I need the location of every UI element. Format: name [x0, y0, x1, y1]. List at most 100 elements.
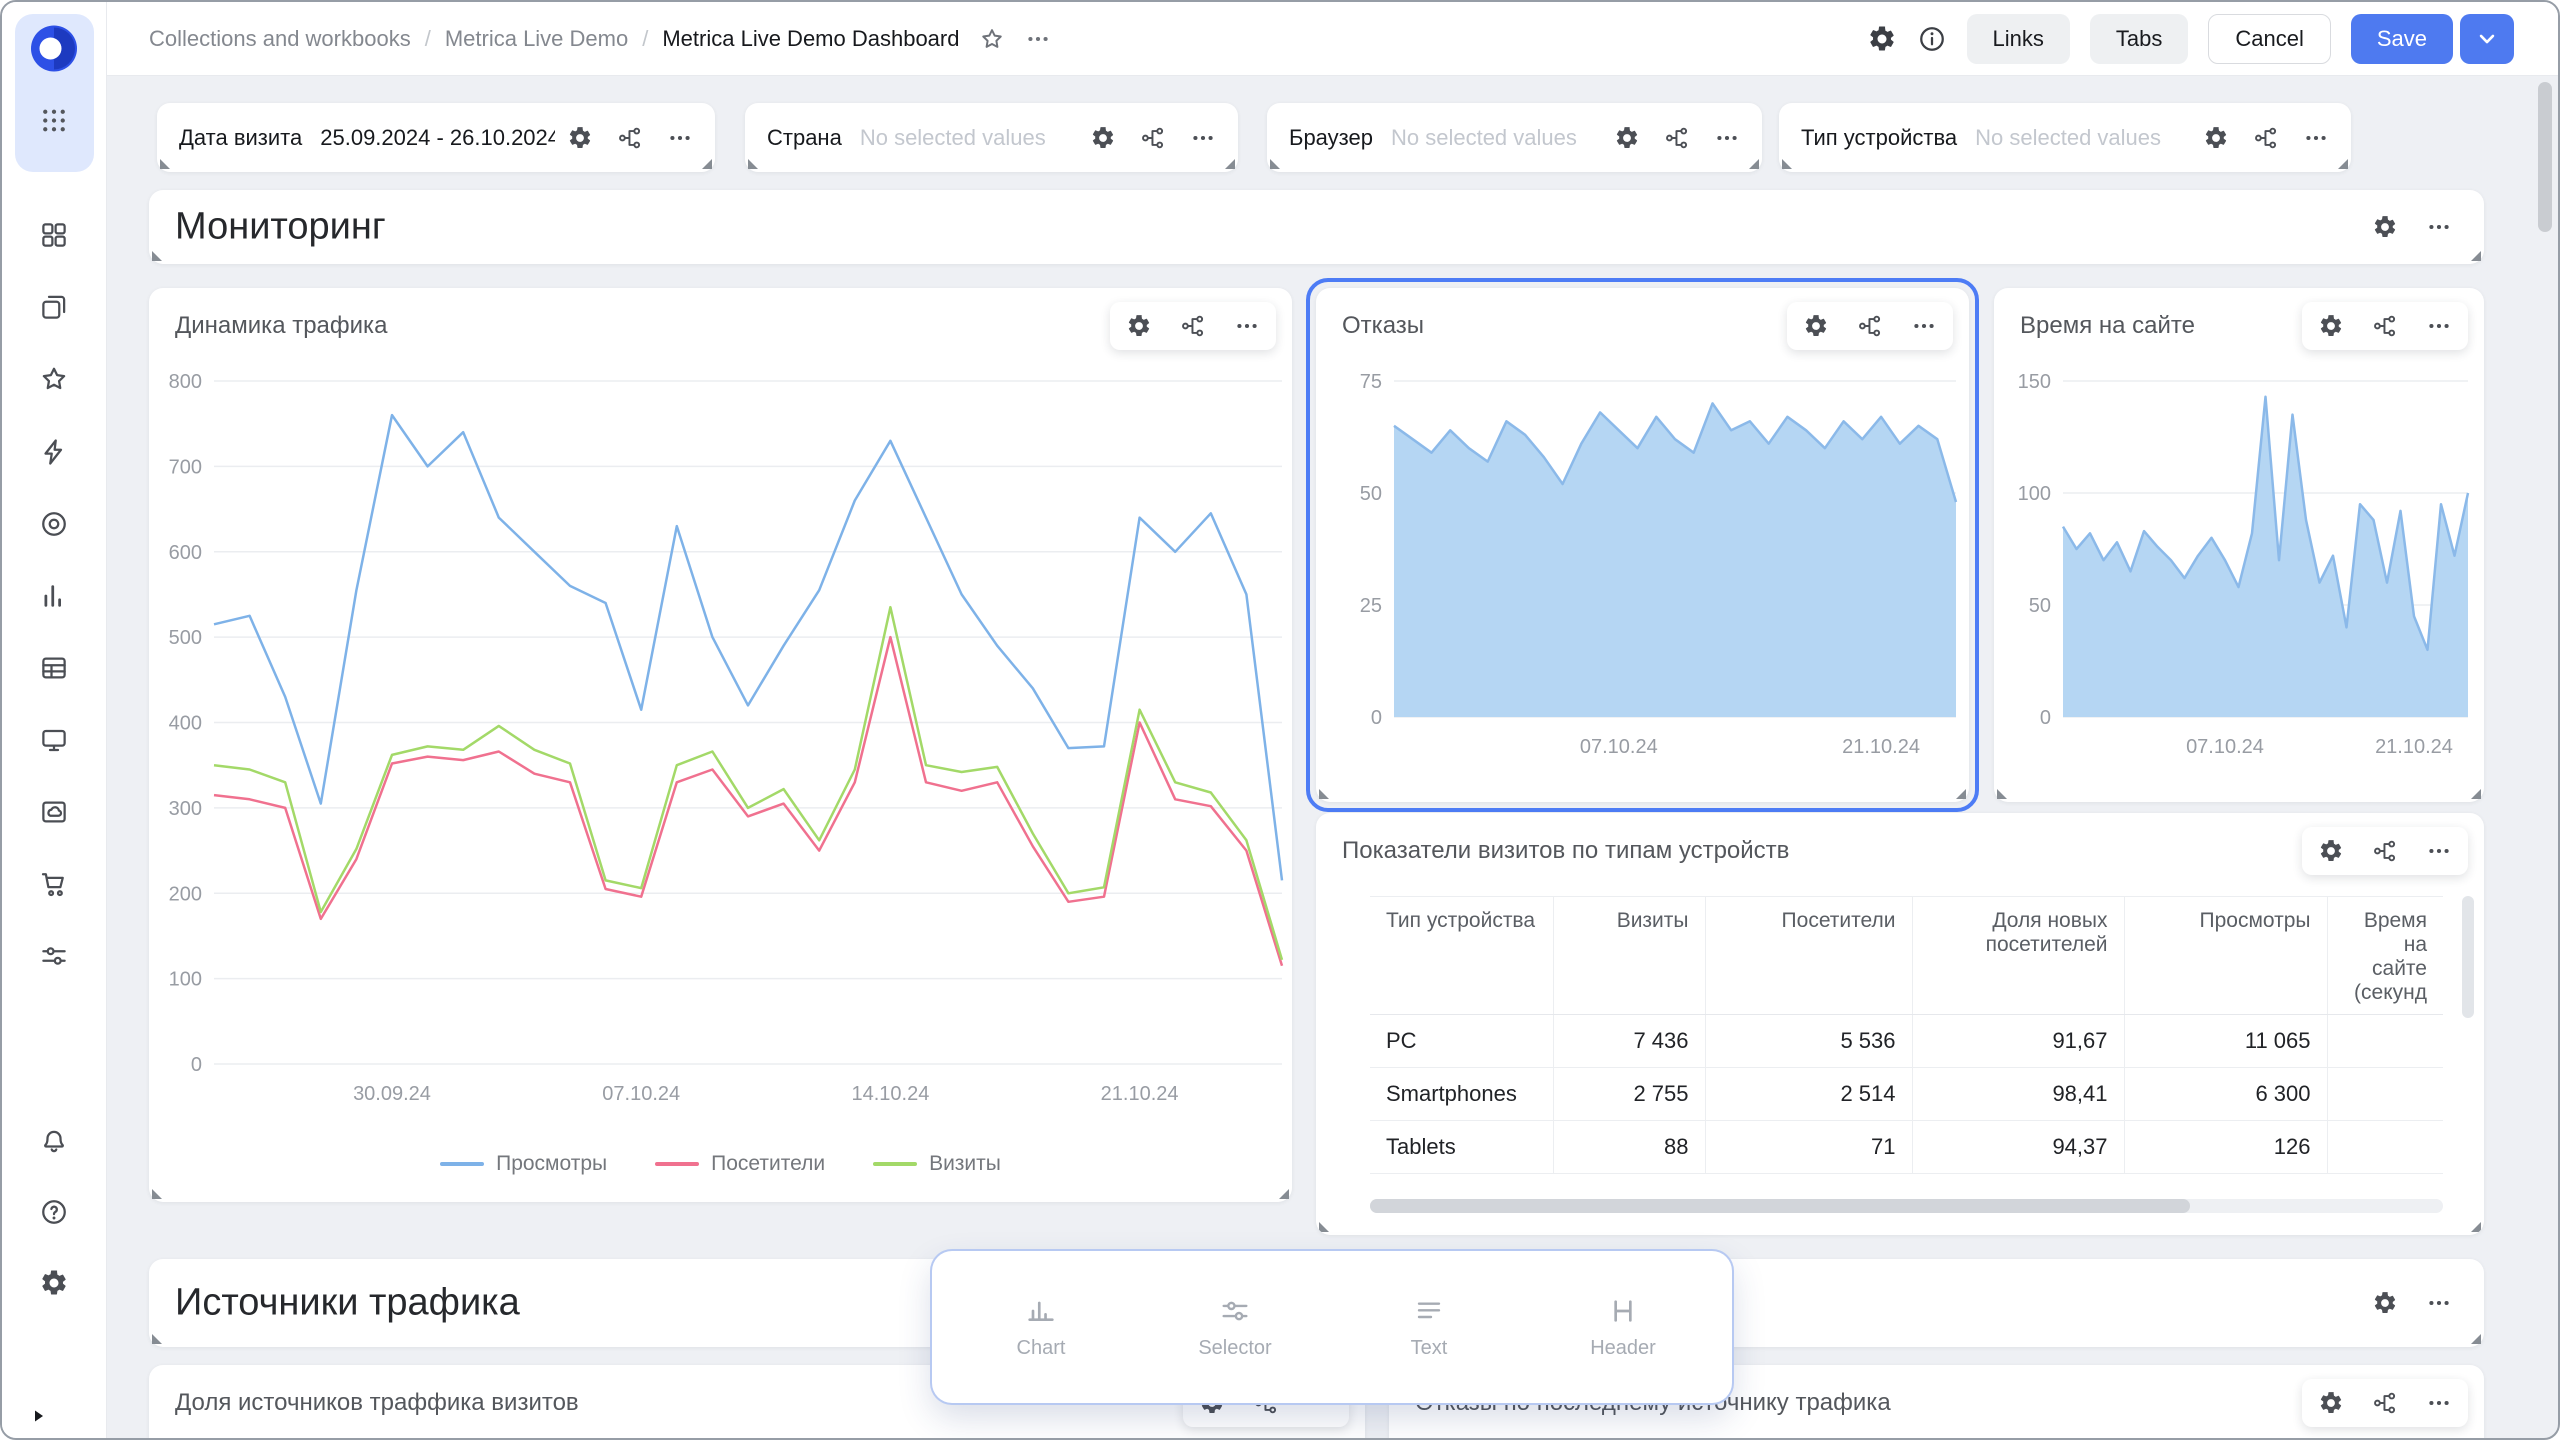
legend-item[interactable]: Просмотры	[440, 1152, 607, 1176]
apps-grid-icon[interactable]	[39, 106, 69, 141]
widget-more-icon[interactable]	[1911, 313, 1937, 339]
breadcrumb-dashboard[interactable]: Metrica Live Demo Dashboard	[662, 25, 960, 51]
tabs-button[interactable]: Tabs	[2089, 13, 2189, 64]
sidebar-collapse-button[interactable]	[26, 1404, 50, 1428]
table-column-header[interactable]: Просмотры	[2123, 896, 2327, 1015]
widget-more-icon[interactable]	[2426, 1390, 2452, 1416]
resize-handle[interactable]	[152, 1334, 162, 1344]
selector-widget[interactable]: Тип устройства No selected values	[1779, 103, 2351, 172]
resize-handle[interactable]	[1279, 1189, 1289, 1199]
sidebar-dashboards-icon[interactable]	[39, 220, 69, 250]
resize-handle[interactable]	[1997, 789, 2007, 799]
selector-placeholder[interactable]: No selected values	[1390, 124, 1577, 150]
resize-handle[interactable]	[160, 159, 170, 169]
cancel-button[interactable]: Cancel	[2208, 13, 2331, 64]
resize-handle[interactable]	[748, 159, 758, 169]
resize-handle[interactable]	[1319, 1222, 1329, 1232]
widget-relations-icon[interactable]	[617, 125, 643, 151]
edit-panel-item-chart[interactable]: Chart	[944, 1295, 1138, 1360]
table-column-header[interactable]: Тип устройства	[1370, 896, 1553, 1015]
widget-more-icon[interactable]	[667, 125, 693, 151]
header-info-icon[interactable]	[1917, 24, 1947, 54]
selector-widget[interactable]: Страна No selected values	[745, 103, 1238, 172]
widget-relations-icon[interactable]	[1664, 125, 1690, 151]
widget-relations-icon[interactable]	[2372, 1390, 2398, 1416]
edit-panel-item-header[interactable]: Header	[1526, 1295, 1720, 1360]
resize-handle[interactable]	[1319, 789, 1329, 799]
resize-handle[interactable]	[1749, 159, 1759, 169]
sidebar-favorites-star-icon[interactable]	[39, 364, 69, 394]
breadcrumb-workbook[interactable]: Metrica Live Demo	[444, 25, 629, 51]
resize-handle[interactable]	[2471, 251, 2481, 261]
resize-handle[interactable]	[2471, 1334, 2481, 1344]
widget-settings-gear-icon[interactable]	[1126, 313, 1152, 339]
resize-handle[interactable]	[2471, 1222, 2481, 1232]
sidebar-notifications-bell-icon[interactable]	[39, 1125, 69, 1155]
sidebar-tables-icon[interactable]	[39, 653, 69, 683]
selector-placeholder[interactable]: No selected values	[859, 124, 1046, 150]
resize-handle[interactable]	[702, 159, 712, 169]
sidebar-collections-icon[interactable]	[39, 292, 69, 322]
widget-relations-icon[interactable]	[2253, 125, 2279, 151]
widget-time-on-site-chart[interactable]: Время на сайте 0 50 100 150 07.10.24 21.10.24	[1994, 288, 2484, 802]
resize-handle[interactable]	[152, 251, 162, 261]
resize-handle[interactable]	[1270, 159, 1280, 169]
sidebar-marketplace-cart-icon[interactable]	[39, 869, 69, 899]
table-column-header[interactable]: Посетители	[1704, 896, 1912, 1015]
sidebar-lens-icon[interactable]	[39, 509, 69, 539]
resize-handle[interactable]	[1225, 159, 1235, 169]
resize-handle[interactable]	[2471, 789, 2481, 799]
header-settings-gear-icon[interactable]	[1867, 24, 1897, 54]
edit-panel-item-text[interactable]: Text	[1332, 1295, 1526, 1360]
page-scrollbar-thumb[interactable]	[2538, 82, 2552, 232]
links-button[interactable]: Links	[1966, 13, 2070, 64]
widget-settings-gear-icon[interactable]	[2372, 1290, 2398, 1316]
widget-settings-gear-icon[interactable]	[1614, 125, 1640, 151]
datalens-logo[interactable]	[29, 24, 79, 79]
widget-traffic-dynamics-chart[interactable]: Динамика трафика 0 100 200 300 400 500 600 700 8…	[149, 288, 1292, 1202]
table-column-header[interactable]: Время на сайте (секунд	[2326, 896, 2443, 1015]
save-button[interactable]: Save	[2350, 13, 2453, 64]
widget-relations-icon[interactable]	[2372, 313, 2398, 339]
favorite-star-icon[interactable]	[979, 26, 1005, 52]
sidebar-storage-cloud-icon[interactable]	[39, 797, 69, 827]
sidebar-quick-actions-bolt-icon[interactable]	[39, 437, 69, 467]
legend-item[interactable]: Посетители	[655, 1152, 825, 1176]
widget-settings-gear-icon[interactable]	[1090, 125, 1116, 151]
sidebar-services-sliders-icon[interactable]	[39, 941, 69, 971]
widget-relations-icon[interactable]	[1140, 125, 1166, 151]
resize-handle[interactable]	[2338, 159, 2348, 169]
selector-widget[interactable]: Браузер No selected values	[1267, 103, 1762, 172]
widget-device-types-table[interactable]: Показатели визитов по типам устройств Ти…	[1316, 813, 2484, 1235]
widget-more-icon[interactable]	[1234, 313, 1260, 339]
breadcrumb-more-icon[interactable]	[1025, 26, 1051, 52]
sidebar-charts-icon[interactable]	[39, 581, 69, 611]
widget-more-icon[interactable]	[2303, 125, 2329, 151]
widget-settings-gear-icon[interactable]	[2318, 838, 2344, 864]
widget-more-icon[interactable]	[2426, 1290, 2452, 1316]
scrollbar-thumb[interactable]	[1370, 1199, 2190, 1213]
section-header-monitoring[interactable]: Мониторинг	[149, 190, 2484, 264]
save-dropdown-chevron-icon[interactable]	[2460, 13, 2514, 64]
resize-handle[interactable]	[152, 1189, 162, 1199]
table-vertical-scrollbar[interactable]	[2462, 896, 2474, 1018]
widget-relations-icon[interactable]	[1180, 313, 1206, 339]
widget-settings-gear-icon[interactable]	[2318, 1390, 2344, 1416]
selector-widget[interactable]: Дата визита 25.09.2024 - 26.10.2024	[157, 103, 715, 172]
widget-settings-gear-icon[interactable]	[567, 125, 593, 151]
widget-more-icon[interactable]	[1190, 125, 1216, 151]
widget-more-icon[interactable]	[1714, 125, 1740, 151]
widget-bounce-chart[interactable]: Отказы 0 25 50 75 07.10.24 21.10.24	[1306, 278, 1979, 812]
table-column-header[interactable]: Доля новых посетителей	[1911, 896, 2124, 1015]
table-horizontal-scrollbar[interactable]	[1370, 1199, 2443, 1213]
widget-settings-gear-icon[interactable]	[2372, 214, 2398, 240]
table-column-header[interactable]: Визиты	[1552, 896, 1705, 1015]
resize-handle[interactable]	[1782, 159, 1792, 169]
edit-panel-item-selector[interactable]: Selector	[1138, 1295, 1332, 1360]
breadcrumb-collections[interactable]: Collections and workbooks	[149, 25, 411, 51]
resize-handle[interactable]	[1956, 789, 1966, 799]
sidebar-help-icon[interactable]	[39, 1197, 69, 1227]
sidebar-monitor-icon[interactable]	[39, 725, 69, 755]
widget-relations-icon[interactable]	[2372, 838, 2398, 864]
widget-more-icon[interactable]	[2426, 214, 2452, 240]
